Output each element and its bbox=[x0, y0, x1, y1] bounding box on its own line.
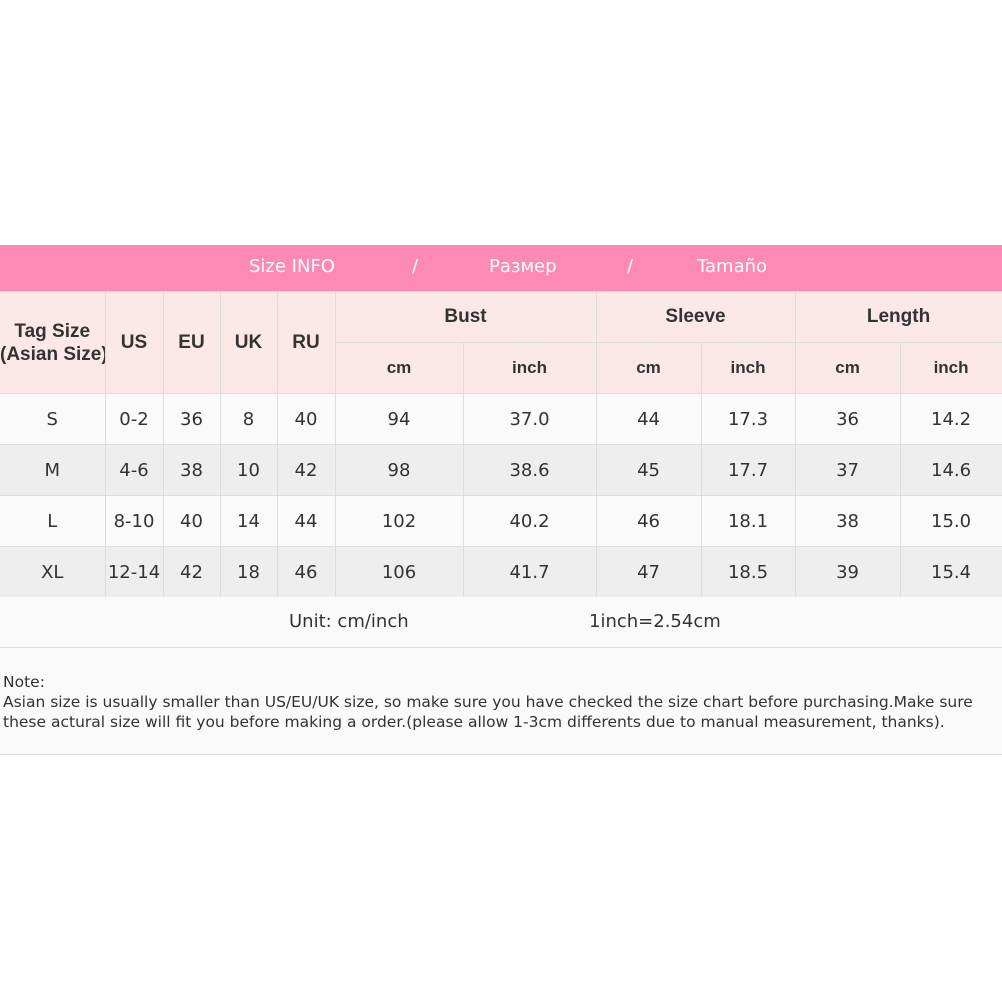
header-sleeve: Sleeve bbox=[595, 291, 796, 343]
table-cell: 15.4 bbox=[899, 546, 1002, 598]
header-unit: cm bbox=[595, 342, 702, 394]
unit-text: Unit: cm/inch bbox=[289, 611, 409, 632]
table-cell: S bbox=[0, 393, 106, 445]
table-cell: M bbox=[0, 444, 106, 496]
table-cell: 14.2 bbox=[899, 393, 1002, 445]
table-cell: 46 bbox=[276, 546, 336, 598]
table-cell: 10 bbox=[219, 444, 278, 496]
table-cell: 42 bbox=[162, 546, 221, 598]
table-cell: 18.5 bbox=[700, 546, 796, 598]
title-razmer: Размер bbox=[489, 256, 557, 277]
table-cell: 36 bbox=[162, 393, 221, 445]
table-cell: 40 bbox=[162, 495, 221, 547]
table-cell: 44 bbox=[276, 495, 336, 547]
header-ru: RU bbox=[276, 291, 336, 394]
table-cell: 36 bbox=[794, 393, 901, 445]
table-row: L 8-10 40 14 44 102 40.2 46 18.1 38 15.0 bbox=[0, 495, 1002, 547]
note-line: these actural size will fit you before m… bbox=[3, 713, 945, 731]
table-cell: L bbox=[0, 495, 106, 547]
header-unit: inch bbox=[899, 342, 1002, 394]
table-cell: 37.0 bbox=[462, 393, 597, 445]
header-unit: inch bbox=[700, 342, 796, 394]
title-size-info: Size INFO bbox=[249, 256, 335, 277]
table-row: M 4-6 38 10 42 98 38.6 45 17.7 37 14.6 bbox=[0, 444, 1002, 496]
header-tag-size: Tag Size (Asian Size) bbox=[0, 291, 106, 394]
unit-row: Unit: cm/inch 1inch=2.54cm bbox=[0, 597, 1002, 648]
table-cell: 38 bbox=[162, 444, 221, 496]
note-label: Note: bbox=[3, 673, 45, 691]
table-cell: 4-6 bbox=[104, 444, 164, 496]
size-info-title-bar: Size INFO / Размер / Tamaño bbox=[0, 245, 1002, 291]
table-cell: 46 bbox=[595, 495, 702, 547]
table-cell: 45 bbox=[595, 444, 702, 496]
header-uk: UK bbox=[219, 291, 278, 394]
table-cell: 47 bbox=[595, 546, 702, 598]
header-unit: inch bbox=[462, 342, 597, 394]
table-cell: 12-14 bbox=[104, 546, 164, 598]
size-table: Tag Size (Asian Size) US EU UK RU Bust Sl… bbox=[0, 291, 1002, 598]
table-cell: 8 bbox=[219, 393, 278, 445]
table-cell: 38 bbox=[794, 495, 901, 547]
title-separator: / bbox=[412, 256, 419, 277]
header-length: Length bbox=[794, 291, 1002, 343]
table-cell: 17.7 bbox=[700, 444, 796, 496]
table-cell: 41.7 bbox=[462, 546, 597, 598]
table-cell: XL bbox=[0, 546, 106, 598]
header-unit: cm bbox=[794, 342, 901, 394]
title-tamano: Tamaño bbox=[697, 256, 768, 277]
table-cell: 18 bbox=[219, 546, 278, 598]
unit-header-row: cm inch cm inch cm inch bbox=[0, 342, 1002, 394]
table-cell: 39 bbox=[794, 546, 901, 598]
conversion-text: 1inch=2.54cm bbox=[589, 611, 721, 632]
table-cell: 17.3 bbox=[700, 393, 796, 445]
table-cell: 44 bbox=[595, 393, 702, 445]
table-cell: 40 bbox=[276, 393, 336, 445]
table-cell: 42 bbox=[276, 444, 336, 496]
header-unit: cm bbox=[334, 342, 464, 394]
header-eu: EU bbox=[162, 291, 221, 394]
table-cell: 98 bbox=[334, 444, 464, 496]
table-row: S 0-2 36 8 40 94 37.0 44 17.3 36 14.2 bbox=[0, 393, 1002, 445]
note-section: Note: Asian size is usually smaller than… bbox=[0, 648, 1002, 755]
table-row: XL 12-14 42 18 46 106 41.7 47 18.5 39 15.4 bbox=[0, 546, 1002, 598]
table-cell: 94 bbox=[334, 393, 464, 445]
table-cell: 106 bbox=[334, 546, 464, 598]
header-us: US bbox=[104, 291, 164, 394]
note-line: Asian size is usually smaller than US/EU… bbox=[3, 693, 973, 711]
header-bust: Bust bbox=[334, 291, 597, 343]
header-row: Tag Size (Asian Size) US EU UK RU Bust Sl… bbox=[0, 291, 1002, 394]
table-cell: 18.1 bbox=[700, 495, 796, 547]
table-cell: 40.2 bbox=[462, 495, 597, 547]
table-cell: 14.6 bbox=[899, 444, 1002, 496]
table-cell: 37 bbox=[794, 444, 901, 496]
table-cell: 102 bbox=[334, 495, 464, 547]
table-cell: 8-10 bbox=[104, 495, 164, 547]
table-cell: 15.0 bbox=[899, 495, 1002, 547]
table-cell: 14 bbox=[219, 495, 278, 547]
table-cell: 0-2 bbox=[104, 393, 164, 445]
table-cell: 38.6 bbox=[462, 444, 597, 496]
title-separator: / bbox=[627, 256, 634, 277]
